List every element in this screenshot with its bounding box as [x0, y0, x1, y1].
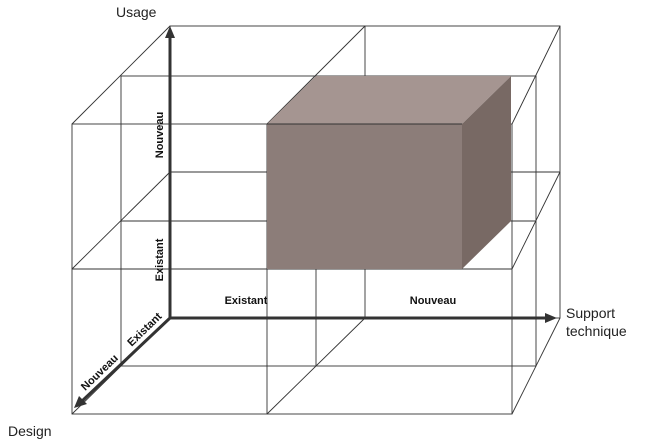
y-axis-arrowhead	[165, 26, 175, 38]
x-axis-title-line1: Support	[566, 305, 615, 321]
axes	[74, 26, 557, 408]
x-level-nouveau: Nouveau	[410, 295, 456, 307]
block-front-face	[267, 124, 462, 269]
x-level-existant: Existant	[225, 295, 268, 307]
z-axis-arrowhead	[74, 396, 87, 408]
block-top-face	[267, 76, 511, 124]
x-axis-title-line2: technique	[566, 323, 627, 339]
z-axis-title: Design	[8, 423, 52, 439]
y-axis-title: Usage	[116, 4, 157, 20]
y-level-nouveau: Nouveau	[154, 112, 166, 158]
z-axis-line	[79, 316, 172, 404]
x-axis-arrowhead	[545, 313, 557, 323]
block-side-face	[462, 76, 511, 269]
y-level-existant: Existant	[154, 238, 166, 281]
highlighted-block	[267, 76, 511, 269]
